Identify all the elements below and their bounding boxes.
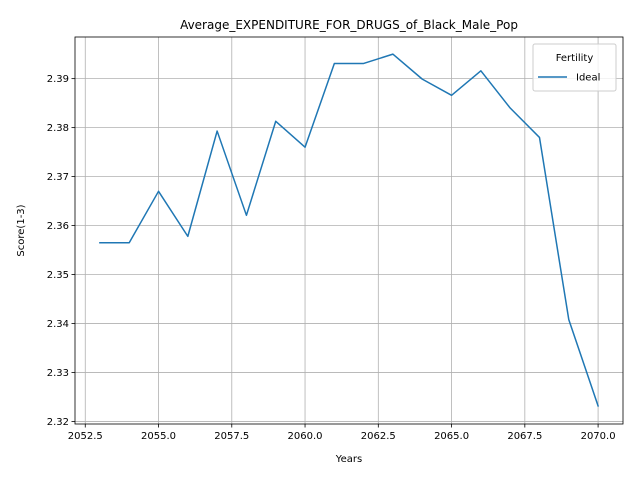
x-tick-label: 2057.5 [214,431,249,442]
y-tick-label: 2.34 [47,319,69,330]
legend-box [532,43,617,92]
y-tick-label: 2.33 [47,368,69,379]
x-axis-ticks: 2052.5 2055.0 2057.5 2060.0 2062.5 2065.0 2067… [68,424,616,442]
legend: Fertility Ideal [532,43,617,92]
x-tick-label: 2060.0 [288,431,323,442]
legend-entry-label: Ideal [576,73,600,84]
chart-title: Average_EXPENDITURE_FOR_DRUGS_of_Black_M… [180,18,518,32]
series-layer [99,53,600,407]
x-tick-label: 2062.5 [361,431,396,442]
x-axis-title: Years [335,454,362,465]
x-tick-label: 2052.5 [68,431,103,442]
plot-area [75,37,623,424]
grid-lines [75,37,623,424]
series-line [99,53,600,407]
y-tick-label: 2.38 [47,123,69,134]
y-tick-label: 2.36 [47,221,69,232]
legend-title: Fertility [556,53,594,64]
plot-frame [74,36,624,425]
y-axis-ticks: 2.32 2.33 2.34 2.35 2.36 2.37 2.38 2.39 [47,74,75,428]
x-tick-label: 2065.0 [434,431,469,442]
x-tick-label: 2067.5 [507,431,542,442]
y-tick-label: 2.32 [47,417,69,428]
x-tick-label: 2070.0 [581,431,616,442]
x-tick-label: 2055.0 [141,431,176,442]
y-tick-label: 2.35 [47,270,69,281]
y-axis-title: Score(1-3) [16,204,27,256]
y-tick-label: 2.37 [47,172,69,183]
y-tick-label: 2.39 [47,74,69,85]
